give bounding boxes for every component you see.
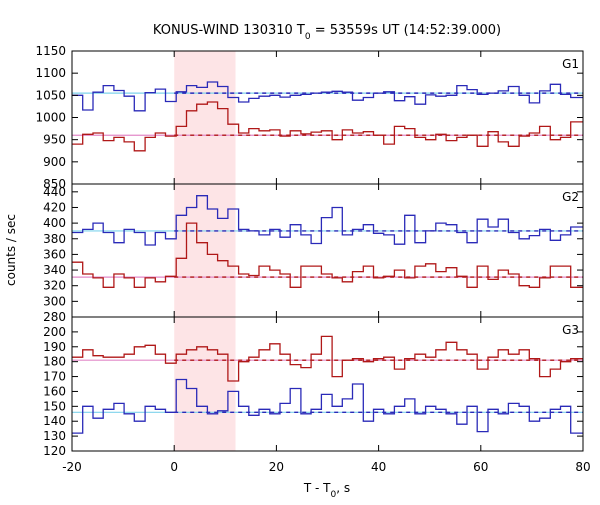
y-tick-label-g2: 320: [43, 279, 66, 293]
panel-frame-g3: [71, 316, 584, 452]
x-tick-label: 80: [575, 460, 590, 474]
y-tick-label-g1: 850: [43, 177, 66, 191]
chart-title-rest: = 53559s UT (14:52:39.000): [311, 23, 501, 38]
x-tick-label: 60: [473, 460, 488, 474]
y-tick-label-g3: 130: [43, 429, 66, 443]
x-tick-label: 20: [269, 460, 284, 474]
y-tick-label-g3: 170: [43, 370, 66, 384]
histogram-g1-red: [72, 101, 583, 152]
histogram-g1-blue: [72, 81, 583, 112]
y-tick-label-g1: 1050: [35, 88, 66, 102]
y-tick-label-g1: 1150: [35, 44, 66, 58]
x-tick-label: 40: [371, 460, 386, 474]
y-tick-label-g3: 180: [43, 355, 66, 369]
y-tick-label-g1: 1000: [35, 111, 66, 125]
panel-label-g1: G1: [562, 57, 579, 71]
panel-label-g2: G2: [562, 190, 579, 204]
y-tick-label-g2: 340: [43, 263, 66, 277]
y-tick-label-g3: 120: [43, 444, 66, 458]
chart-title-main: KONUS-WIND 130310 T: [153, 23, 305, 38]
panel-label-g3: G3: [562, 323, 579, 337]
y-tick-label-g2: 300: [43, 294, 66, 308]
y-tick-label-g3: 190: [43, 340, 66, 354]
y-tick-label-g3: 160: [43, 384, 66, 398]
y-tick-label-g3: 200: [43, 325, 66, 339]
y-tick-label-g2: 420: [43, 200, 66, 214]
y-tick-label-g2: 380: [43, 232, 66, 246]
histogram-g2-blue: [72, 195, 583, 246]
y-tick-label-g2: 440: [43, 185, 66, 199]
shaded-interval-g1: [174, 51, 236, 184]
y-tick-label-g2: 400: [43, 216, 66, 230]
x-tick-label: 0: [170, 460, 178, 474]
histogram-g3-blue: [72, 378, 583, 434]
y-tick-label-g2: 360: [43, 247, 66, 261]
y-tick-label-g1: 950: [43, 133, 66, 147]
x-axis-label-sub: 0: [331, 490, 337, 500]
x-axis-label: T - T0, s: [303, 481, 350, 500]
panel-frame-g2: [71, 183, 584, 318]
y-tick-label-g1: 1100: [35, 66, 66, 80]
histogram-g2-red: [72, 222, 583, 288]
y-tick-label-g3: 150: [43, 399, 66, 413]
shaded-interval-g3: [174, 317, 236, 451]
panel-frame-g1: [71, 50, 584, 185]
y-tick-label-g3: 140: [43, 414, 66, 428]
shaded-interval-g2: [174, 184, 236, 317]
chart-title-sub: 0: [305, 32, 311, 42]
x-tick-label: -20: [62, 460, 82, 474]
x-axis-label-rest: , s: [336, 481, 350, 495]
y-tick-label-g2: 280: [43, 310, 66, 324]
y-tick-label-g1: 900: [43, 155, 66, 169]
histogram-g3-red: [72, 335, 583, 382]
x-axis-label-main: T - T: [303, 481, 331, 495]
y-axis-label: counts / sec: [4, 214, 18, 286]
chart-title: KONUS-WIND 130310 T0 = 53559s UT (14:52:…: [153, 23, 501, 42]
